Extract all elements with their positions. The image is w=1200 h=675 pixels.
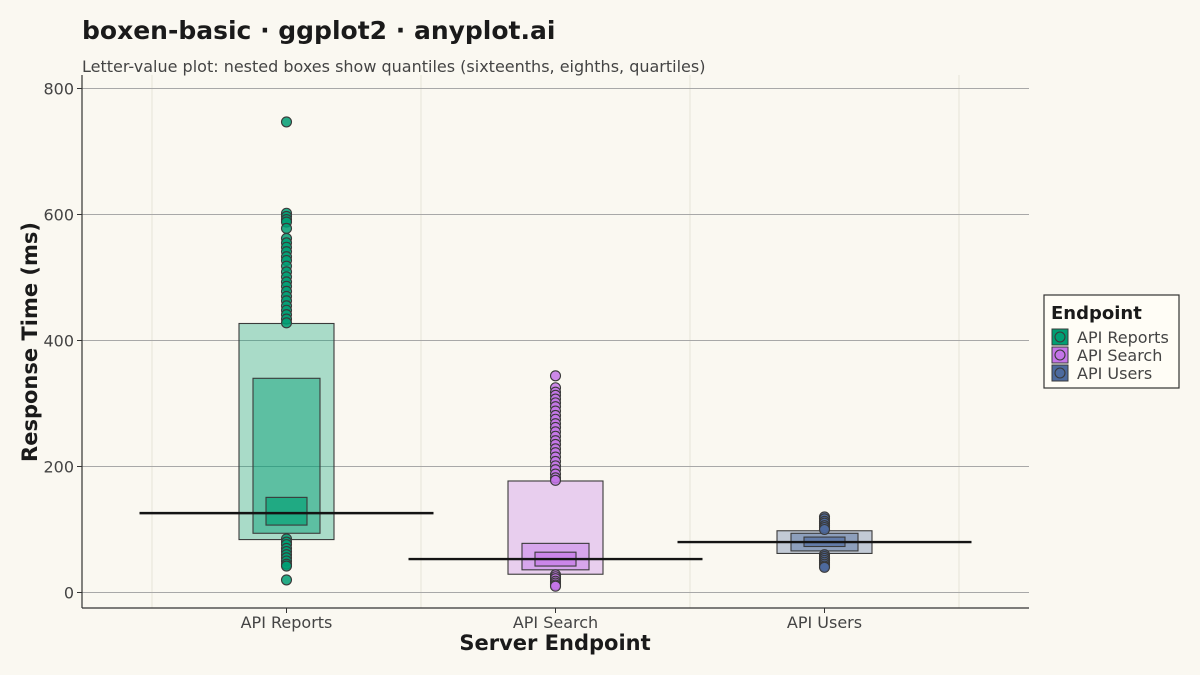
- chart-title: boxen-basic · ggplot2 · anyplot.ai: [82, 16, 555, 45]
- y-tick-label: 0: [64, 584, 74, 603]
- legend-key-point: [1054, 349, 1066, 361]
- legend-key-point: [1054, 367, 1066, 379]
- outlier-point: [549, 580, 562, 592]
- outlier-point: [818, 523, 831, 536]
- y-axis-title: Response Time (ms): [18, 222, 42, 462]
- x-axis-title: Server Endpoint: [459, 631, 650, 655]
- y-tick-label: 800: [43, 80, 74, 99]
- outlier-point: [280, 222, 293, 234]
- chart-subtitle: Letter-value plot: nested boxes show qua…: [82, 57, 705, 76]
- boxen-group: [238, 116, 335, 586]
- outlier-point: [280, 560, 293, 572]
- x-tick-label: API Reports: [241, 613, 333, 632]
- legend-item: API Users: [1051, 364, 1152, 383]
- y-tick-label: 600: [43, 206, 74, 225]
- plot-area: [139, 116, 972, 592]
- legend-item: API Reports: [1051, 328, 1169, 347]
- y-tick-label: 400: [43, 332, 74, 351]
- x-tick-label: API Search: [513, 613, 598, 632]
- y-tick-label: 200: [43, 458, 74, 477]
- x-tick-label: API Users: [787, 613, 862, 632]
- legend-label: API Reports: [1077, 328, 1169, 347]
- legend-item: API Search: [1051, 346, 1162, 365]
- outlier-point: [549, 370, 562, 382]
- outlier-point: [549, 474, 562, 486]
- legend-label: API Search: [1077, 346, 1162, 365]
- outlier-point: [280, 317, 293, 329]
- legend-label: API Users: [1077, 364, 1152, 383]
- outlier-point: [280, 574, 293, 586]
- letter-value-box-quartiles: [265, 496, 308, 526]
- outlier-point: [280, 116, 293, 128]
- tick-labels: 0 200 400 600 800 API Reports API Search API Us…: [43, 80, 862, 633]
- outlier-point: [818, 561, 831, 573]
- legend-key-point: [1054, 331, 1066, 343]
- legend-title: Endpoint: [1051, 303, 1142, 324]
